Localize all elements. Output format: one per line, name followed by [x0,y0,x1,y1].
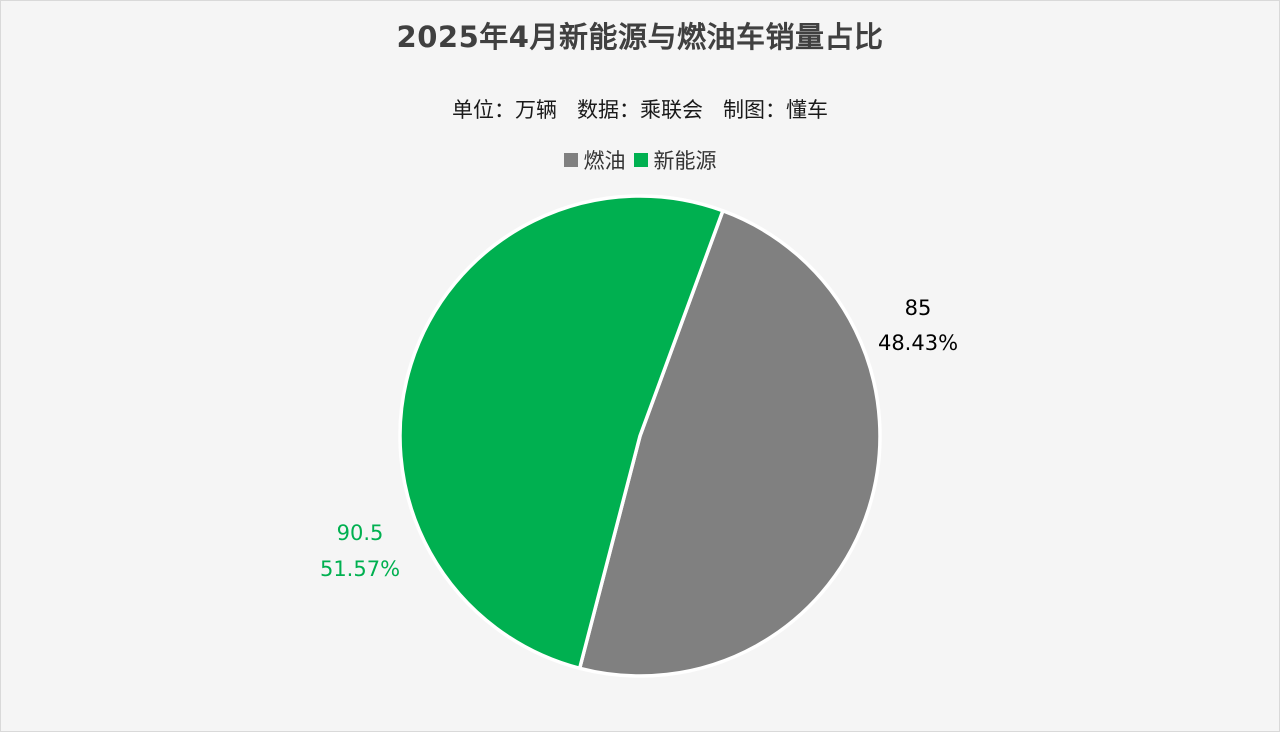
nev-percent-label: 51.57% [320,557,400,581]
pie-slice-gas [577,209,882,678]
gas-percent-label: 48.43% [878,331,958,355]
gas-value-label: 85 [905,296,932,320]
pie-slice-nev [398,194,725,671]
legend-label-nev: 新能源 [653,149,717,173]
chart-subtitle: 单位：万辆 数据：乘联会 制图：懂车 [451,98,829,122]
chart-legend: 燃油 新能源 [0,145,1280,175]
pie-slices [398,194,882,678]
legend-swatch-nev [633,153,648,167]
slice-labels: 85 48.43% 90.5 51.57% [320,296,958,581]
chart-title: 2025年4月新能源与燃油车销量占比 [396,20,884,54]
legend-swatch-gas [563,153,578,167]
legend-label-gas: 燃油 [583,149,626,173]
legend-item-nev: 新能源 [633,145,717,175]
legend-item-gas: 燃油 [563,145,626,175]
nev-value-label: 90.5 [337,521,384,545]
